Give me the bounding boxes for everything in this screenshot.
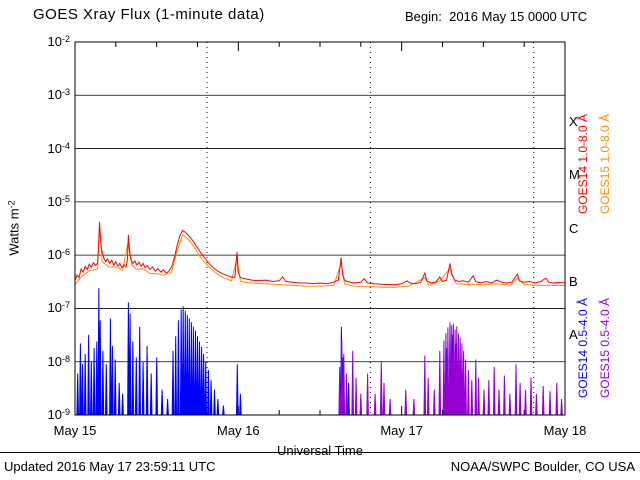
plot-frame xyxy=(74,41,566,416)
begin-timestamp: Begin: 2016 May 15 0000 UTC xyxy=(405,9,588,24)
y-tick-exponent: -3 xyxy=(61,87,70,98)
noaa-credit: NOAA/SWPC Boulder, CO USA xyxy=(450,459,635,474)
y-tick-base: 10 xyxy=(47,300,62,316)
series-goes14-0-5-4-0- xyxy=(76,288,462,415)
y-axis-tick-label: 10-5 xyxy=(28,194,70,209)
flare-class-x: X xyxy=(569,113,578,129)
y-tick-exponent: -6 xyxy=(61,247,70,258)
y-tick-exponent: -7 xyxy=(61,300,70,311)
legend-label-4: GOES15 0.5-4.0 Å xyxy=(598,297,612,399)
series-goes15-0-5-4-0- xyxy=(338,322,563,415)
y-axis-tick-label: 10-6 xyxy=(28,247,70,262)
y-tick-base: 10 xyxy=(47,353,62,369)
y-axis-tick-label: 10-2 xyxy=(28,34,70,49)
series-goes14-1-0-8-0- xyxy=(75,221,565,286)
y-tick-base: 10 xyxy=(47,407,62,422)
y-axis-title: Watts m-2 xyxy=(7,200,22,255)
y-tick-exponent: -5 xyxy=(61,193,70,204)
legend-label-2: GOES15 1.0-8.0 Å xyxy=(598,113,612,215)
y-axis-title-base: Watts m xyxy=(6,208,22,256)
y-tick-base: 10 xyxy=(47,140,62,156)
flare-class-a: A xyxy=(569,327,578,343)
updated-timestamp: Updated 2016 May 17 23:59:11 UTC xyxy=(4,459,216,474)
legend-label-1: GOES14 1.0-8.0 Å xyxy=(576,113,590,215)
y-axis-tick-label: 10-9 xyxy=(28,407,70,422)
y-axis-tick-label: 10-4 xyxy=(28,141,70,156)
flare-class-c: C xyxy=(569,220,579,236)
flare-class-b: B xyxy=(569,273,578,289)
page-title: GOES Xray Flux (1-minute data) xyxy=(33,6,265,23)
y-tick-base: 10 xyxy=(47,34,62,49)
y-axis-tick-label: 10-8 xyxy=(28,354,70,369)
y-tick-exponent: -8 xyxy=(61,353,70,364)
x-axis-tick-label: May 15 xyxy=(53,423,97,438)
y-tick-exponent: -9 xyxy=(61,407,70,417)
legend-label-3: GOES14 0.5-4.0 Å xyxy=(576,297,590,399)
y-tick-base: 10 xyxy=(47,87,62,103)
y-axis-tick-label: 10-7 xyxy=(28,300,70,315)
x-axis-tick-label: May 18 xyxy=(543,423,587,438)
x-axis-tick-label: May 16 xyxy=(217,423,260,438)
y-tick-base: 10 xyxy=(47,247,62,263)
flare-class-m: M xyxy=(569,167,580,183)
x-axis-title: Universal Time xyxy=(277,443,363,458)
y-tick-exponent: -2 xyxy=(61,34,70,44)
y-axis-tick-label: 10-3 xyxy=(28,87,70,102)
series-goes15-1-0-8-0- xyxy=(75,228,565,288)
y-axis-title-exponent: -2 xyxy=(6,200,17,209)
chart-series xyxy=(75,221,565,415)
y-tick-base: 10 xyxy=(47,193,62,209)
y-tick-exponent: -4 xyxy=(61,140,70,151)
footer-divider xyxy=(0,452,640,453)
x-axis-tick-label: May 17 xyxy=(380,423,423,438)
plot-grid xyxy=(74,42,566,415)
